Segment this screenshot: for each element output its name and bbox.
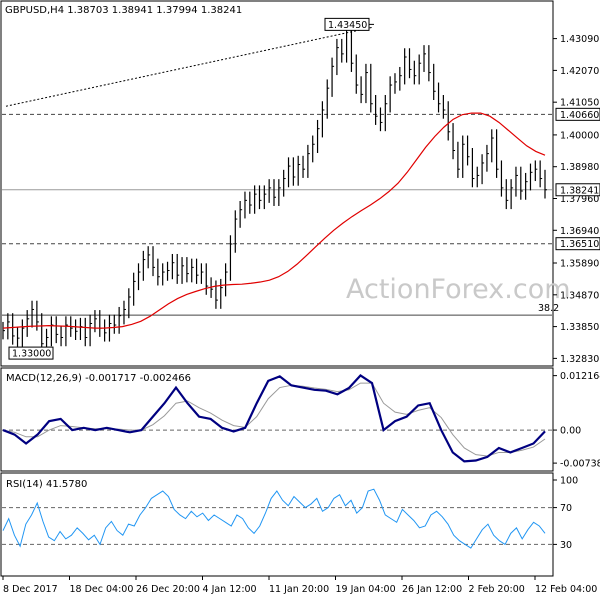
last-price-box bbox=[555, 183, 600, 197]
price-y-tick-label: 1.35890 bbox=[560, 259, 599, 270]
level-label: 1.36510 bbox=[560, 239, 599, 250]
macd-panel: 0.012164 0.00 -0.007384 bbox=[2, 371, 600, 470]
price-panel: 1.43090 1.42070 1.41050 1.40000 1.38980 1.379… bbox=[2, 17, 600, 365]
x-tick-label: 12 Feb 04:00 bbox=[535, 584, 597, 595]
price-y-tick-label: 1.38980 bbox=[560, 162, 599, 173]
macd-y-tick-label: -0.007384 bbox=[560, 459, 600, 470]
low-annotation: 1.33000 bbox=[12, 349, 51, 360]
x-tick-label: 19 Jan 04:00 bbox=[336, 584, 396, 595]
price-y-tick-label: 1.41050 bbox=[560, 98, 599, 109]
watermark: ActionForex.com bbox=[346, 274, 571, 305]
rsi-panel-header: RSI(14) 41.5780 bbox=[6, 479, 87, 490]
price-y-tick-label: 1.42070 bbox=[560, 66, 599, 77]
x-tick-label: 2 Feb 20:00 bbox=[469, 584, 525, 595]
rsi-panel-frame bbox=[0, 472, 554, 577]
rsi-y-tick-label: 100 bbox=[560, 476, 578, 487]
x-tick-label: 26 Jan 12:00 bbox=[402, 584, 462, 595]
price-y-tick-label: 1.36940 bbox=[560, 226, 599, 237]
macd-y-tick-label: 0.012164 bbox=[560, 371, 600, 382]
rsi-panel: 100 70 30 bbox=[2, 476, 578, 551]
price-panel-header: GBPUSD,H4 1.38703 1.38941 1.37994 1.3824… bbox=[5, 5, 242, 16]
level-label-box bbox=[555, 107, 600, 121]
rsi-y-tick-label: 30 bbox=[560, 540, 572, 551]
x-tick-label: 4 Jan 12:00 bbox=[203, 584, 257, 595]
rsi-line bbox=[2, 488, 546, 549]
level-label-box bbox=[555, 237, 600, 251]
price-panel-frame bbox=[0, 0, 554, 367]
macd-line bbox=[2, 374, 546, 463]
rsi-y-tick-label: 70 bbox=[560, 503, 572, 514]
fib-label: 38.2 bbox=[538, 303, 559, 314]
price-y-tick-label: 1.40000 bbox=[560, 130, 599, 141]
x-axis: 8 Dec 2017 18 Dec 04:00 26 Dec 20:00 4 Jan … bbox=[2, 576, 597, 595]
x-tick-label: 8 Dec 2017 bbox=[3, 584, 58, 595]
price-y-tick-label: 1.33850 bbox=[560, 322, 599, 333]
macd-panel-header: MACD(12,26,9) -0.001717 -0.002466 bbox=[6, 373, 191, 384]
price-y-tick-label: 1.34870 bbox=[560, 290, 599, 301]
price-y-tick-label: 1.32830 bbox=[560, 354, 599, 365]
high-annotation: 1.43450 bbox=[328, 20, 367, 31]
x-tick-label: 18 Dec 04:00 bbox=[70, 584, 134, 595]
level-label: 1.40660 bbox=[560, 110, 599, 121]
x-tick-label: 11 Jan 20:00 bbox=[269, 584, 329, 595]
price-y-tick-label: 1.43090 bbox=[560, 34, 599, 45]
last-price-label: 1.38241 bbox=[560, 185, 599, 196]
macd-y-tick-label: 0.00 bbox=[560, 426, 581, 437]
macd-panel-frame bbox=[0, 367, 554, 472]
moving-average-line bbox=[2, 112, 546, 329]
x-tick-label: 26 Dec 20:00 bbox=[136, 584, 200, 595]
low-annotation-box bbox=[8, 346, 54, 360]
price-y-tick-label: 1.37960 bbox=[560, 194, 599, 205]
